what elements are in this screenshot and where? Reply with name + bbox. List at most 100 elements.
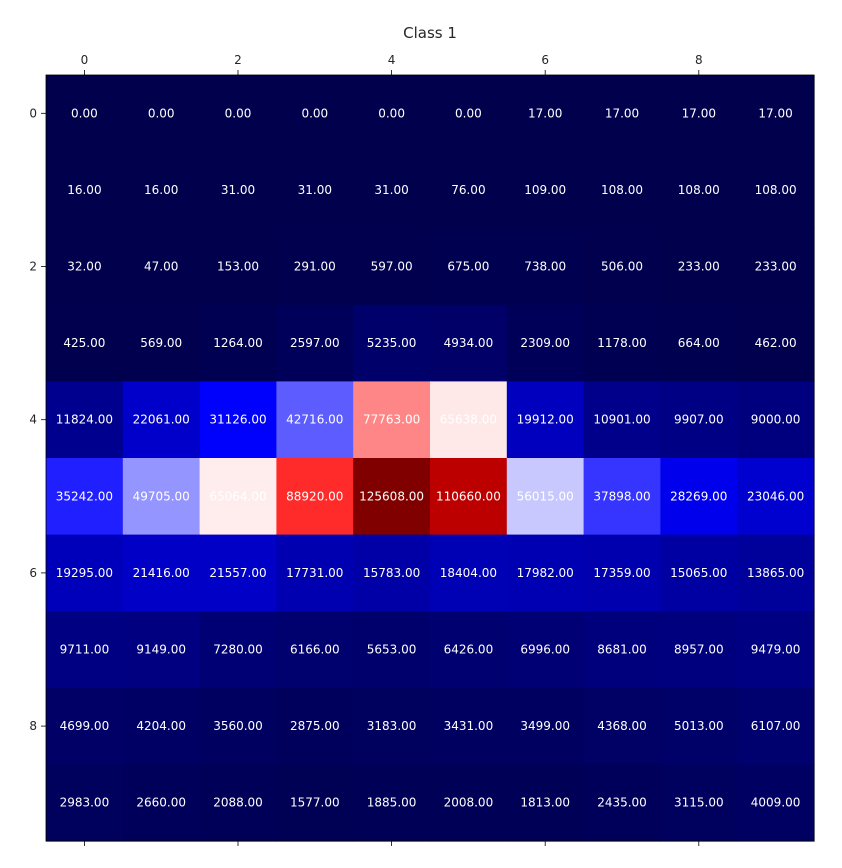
chart-title: Class 1 [403, 24, 457, 42]
x-tick-label-8: 8 [695, 53, 703, 67]
cell-value-label-r9-c6: 1813.00 [520, 796, 570, 810]
cell-value-label-r0-c9: 17.00 [758, 106, 792, 120]
heatmap-cell-r0-c0 [46, 75, 124, 153]
cell-value-label-r9-c4: 1885.00 [367, 796, 417, 810]
heatmap-cell-r3-c0 [46, 304, 124, 382]
cell-value-label-r0-c7: 17.00 [605, 106, 639, 120]
cell-value-label-r8-c1: 4204.00 [136, 719, 186, 733]
heatmap-cell-r7-c0 [46, 611, 124, 689]
heatmap-cell-r9-c3 [276, 764, 354, 842]
cell-value-label-r7-c2: 7280.00 [213, 643, 263, 657]
heatmap-cell-r2-c1 [122, 228, 201, 306]
cell-value-label-r1-c0: 16.00 [67, 183, 101, 197]
heatmap-cell-r0-c6 [506, 75, 585, 153]
heatmap-cell-r6-c0 [46, 534, 124, 612]
cell-value-label-r6-c5: 18404.00 [440, 566, 497, 580]
cell-value-label-r7-c0: 9711.00 [60, 643, 110, 657]
y-tick-label-2: 2 [29, 260, 37, 274]
y-tick-label-4: 4 [29, 413, 37, 427]
heatmap-cell-r1-c6 [506, 151, 585, 229]
cell-value-label-r4-c0: 11824.00 [56, 413, 113, 427]
heatmap-cell-r1-c9 [737, 151, 815, 229]
heatmap-cell-r8-c8 [660, 687, 738, 765]
cell-value-label-r7-c1: 9149.00 [136, 643, 186, 657]
cell-value-label-r8-c9: 6107.00 [751, 719, 801, 733]
heatmap-cell-r7-c4 [353, 611, 431, 689]
heatmap-cell-r6-c5 [430, 534, 508, 612]
y-tick-label-8: 8 [29, 719, 37, 733]
heatmap-cell-r5-c7 [583, 458, 661, 536]
cell-value-label-r6-c4: 15783.00 [363, 566, 420, 580]
heatmap-cell-r9-c2 [199, 764, 277, 842]
heatmap-cell-r5-c6 [506, 458, 585, 536]
cell-value-label-r5-c1: 49705.00 [133, 489, 190, 503]
cell-value-label-r5-c9: 23046.00 [747, 489, 804, 503]
cell-value-label-r1-c9: 108.00 [755, 183, 797, 197]
heatmap-cell-r2-c4 [353, 228, 431, 306]
cell-value-label-r7-c9: 9479.00 [751, 643, 801, 657]
heatmap-cell-r8-c6 [506, 687, 585, 765]
cell-value-label-r1-c7: 108.00 [601, 183, 643, 197]
cell-value-label-r9-c9: 4009.00 [751, 796, 801, 810]
heatmap-cell-r0-c8 [660, 75, 738, 153]
cell-value-label-r3-c2: 1264.00 [213, 336, 263, 350]
cell-value-label-r3-c0: 425.00 [63, 336, 105, 350]
heatmap-cell-r2-c9 [737, 228, 815, 306]
cell-value-label-r4-c6: 19912.00 [517, 413, 574, 427]
cell-value-label-r6-c8: 15065.00 [670, 566, 727, 580]
heatmap-cell-r6-c6 [506, 534, 585, 612]
heatmap-cell-r0-c2 [199, 75, 277, 153]
heatmap-cell-r8-c4 [353, 687, 431, 765]
cell-value-label-r6-c1: 21416.00 [133, 566, 190, 580]
cell-value-label-r5-c2: 65064.00 [209, 489, 266, 503]
cell-value-label-r3-c9: 462.00 [755, 336, 797, 350]
cell-value-label-r1-c2: 31.00 [221, 183, 255, 197]
cell-value-label-r7-c7: 8681.00 [597, 643, 647, 657]
heatmap-cell-r8-c7 [583, 687, 661, 765]
heatmap-cell-r8-c3 [276, 687, 354, 765]
cell-value-label-r3-c5: 4934.00 [444, 336, 494, 350]
cell-value-label-r2-c6: 738.00 [524, 260, 566, 274]
cell-value-label-r4-c8: 9907.00 [674, 413, 724, 427]
heatmap-cell-r1-c7 [583, 151, 661, 229]
cell-value-label-r4-c2: 31126.00 [209, 413, 266, 427]
heatmap-cell-r9-c7 [583, 764, 661, 842]
heatmap-cell-r2-c6 [506, 228, 585, 306]
cell-value-label-r2-c8: 233.00 [678, 260, 720, 274]
heatmap-cell-r2-c5 [430, 228, 508, 306]
plot-frame [45, 74, 815, 842]
heatmap-cell-r8-c9 [737, 687, 815, 765]
cell-value-label-r5-c4: 125608.00 [359, 489, 424, 503]
heatmap-cell-r0-c3 [276, 75, 354, 153]
heatmap-cell-r6-c3 [276, 534, 354, 612]
cell-value-label-r4-c3: 42716.00 [286, 413, 343, 427]
heatmap-cell-r4-c5 [430, 381, 508, 459]
heatmap-cell-r6-c9 [737, 534, 815, 612]
cell-value-label-r9-c3: 1577.00 [290, 796, 340, 810]
heatmap-cell-r2-c7 [583, 228, 661, 306]
cell-value-label-r1-c5: 76.00 [451, 183, 485, 197]
cell-value-label-r7-c4: 5653.00 [367, 643, 417, 657]
heatmap-cell-r9-c9 [737, 764, 815, 842]
cell-value-label-r9-c2: 2088.00 [213, 796, 263, 810]
cell-value-label-r2-c0: 32.00 [67, 260, 101, 274]
heatmap-cell-r9-c1 [122, 764, 201, 842]
heatmap-cell-r6-c7 [583, 534, 661, 612]
heatmap-cell-r7-c8 [660, 611, 738, 689]
heatmap-cell-r5-c4 [353, 458, 431, 536]
cell-value-label-r3-c3: 2597.00 [290, 336, 340, 350]
heatmap-cell-r5-c9 [737, 458, 815, 536]
cell-value-label-r1-c6: 109.00 [524, 183, 566, 197]
cell-value-label-r7-c6: 6996.00 [520, 643, 570, 657]
heatmap-cell-r4-c4 [353, 381, 431, 459]
cell-value-label-r8-c4: 3183.00 [367, 719, 417, 733]
heatmap-cell-r5-c2 [199, 458, 277, 536]
heatmap-cell-r0-c4 [353, 75, 431, 153]
cell-value-label-r8-c7: 4368.00 [597, 719, 647, 733]
heatmap-cell-r5-c5 [430, 458, 508, 536]
cell-value-label-r3-c6: 2309.00 [520, 336, 570, 350]
heatmap-cell-r7-c9 [737, 611, 815, 689]
cell-value-label-r3-c7: 1178.00 [597, 336, 647, 350]
cell-value-label-r9-c8: 3115.00 [674, 796, 724, 810]
heatmap-cell-r6-c8 [660, 534, 738, 612]
